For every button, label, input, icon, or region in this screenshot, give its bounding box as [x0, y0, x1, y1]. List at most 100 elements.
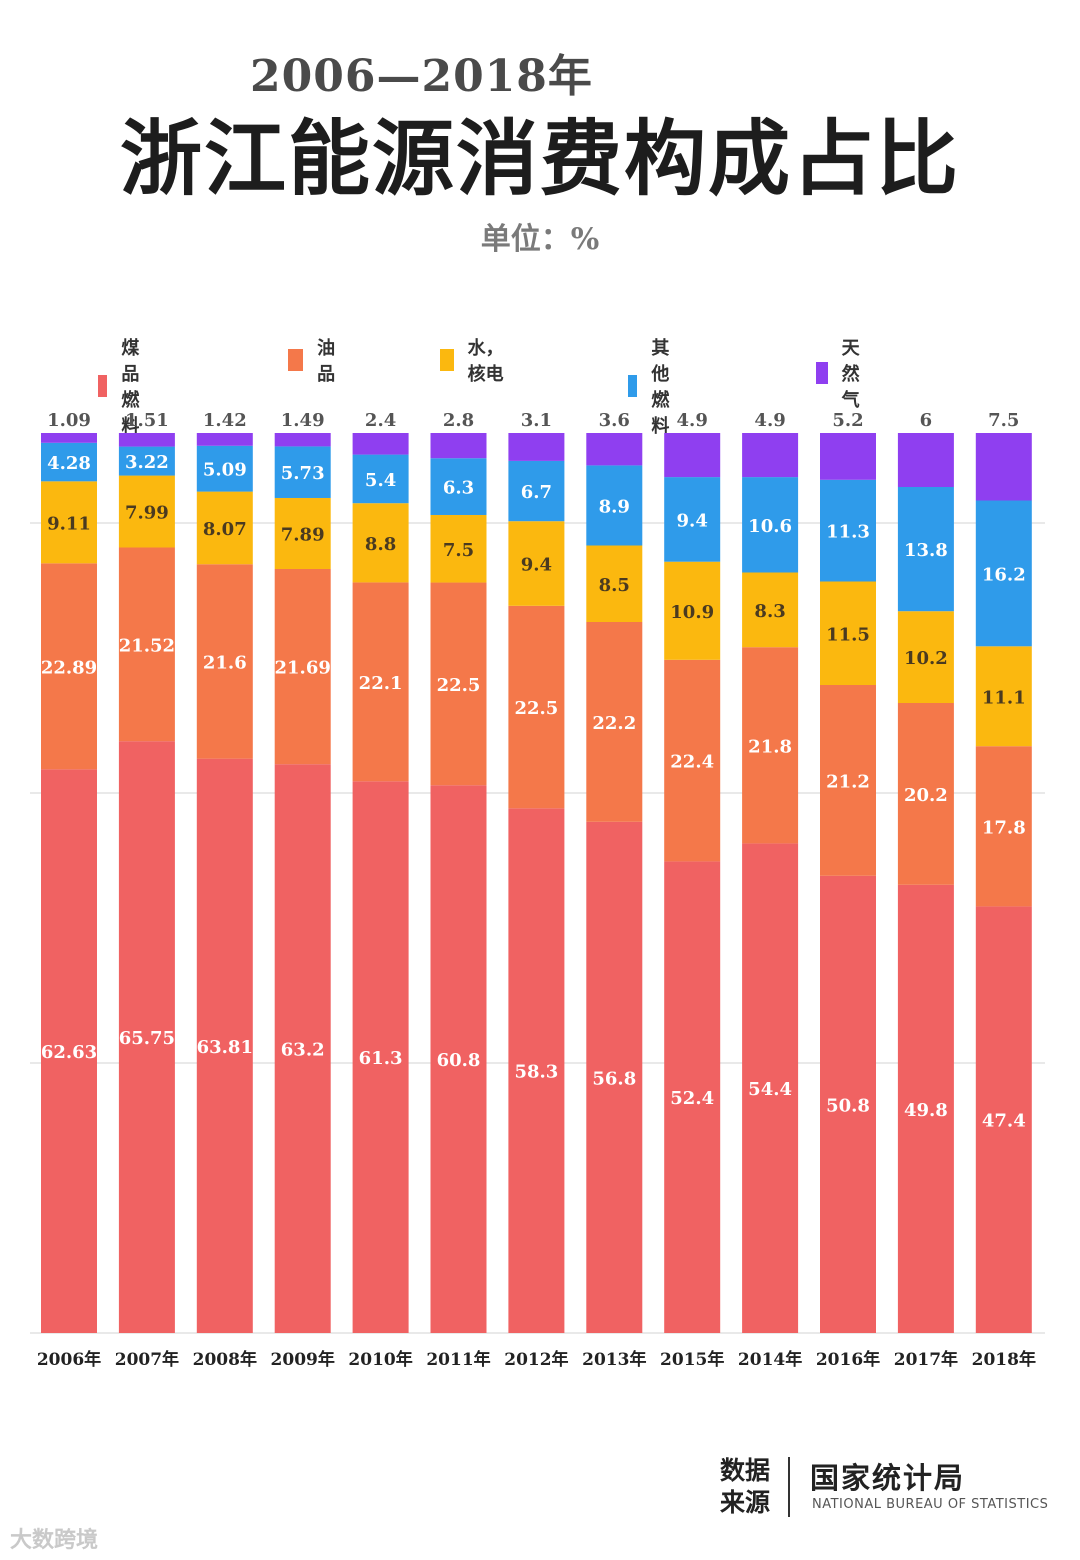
data-label: 10.9	[670, 602, 714, 623]
bar-segment	[430, 458, 487, 515]
bar-segment	[430, 582, 487, 786]
data-label: 11.5	[826, 624, 870, 645]
data-label: 5.73	[281, 463, 325, 484]
bar-segment	[274, 497, 331, 569]
data-label: 2.4	[365, 410, 396, 431]
data-label: 8.3	[754, 601, 785, 622]
data-label: 8.5	[599, 575, 630, 596]
x-tick-label: 2012年	[504, 1349, 568, 1370]
data-label: 3.22	[125, 452, 169, 473]
bar-segment	[664, 561, 721, 660]
bar-segment	[975, 906, 1032, 1333]
bar-segment	[196, 445, 253, 492]
legend-item-coal: 煤品燃料	[98, 334, 152, 438]
bar-segment	[41, 481, 97, 564]
bar-segment	[975, 500, 1032, 647]
bar-segment	[274, 433, 331, 447]
bar-segment	[820, 875, 876, 1333]
bar-segment	[820, 685, 876, 876]
bar-segment	[897, 487, 954, 612]
data-label: 5.09	[203, 460, 247, 481]
legend-swatch-coal	[98, 375, 108, 397]
data-label: 9.4	[521, 555, 552, 576]
data-label: 21.69	[275, 658, 331, 679]
bar-segment	[196, 564, 253, 759]
bar-segment	[897, 884, 954, 1333]
bar-segment	[274, 446, 331, 498]
x-tick-label: 2017年	[894, 1349, 958, 1370]
legend-item-oil: 油品	[288, 334, 342, 386]
bar-segment	[118, 446, 175, 476]
bar-segment	[430, 785, 487, 1333]
bar-segment	[508, 460, 565, 522]
bar-segment	[586, 821, 643, 1333]
bar-segment	[118, 433, 175, 447]
bar-segment	[41, 433, 97, 443]
data-label: 2.8	[443, 410, 474, 431]
data-label: 4.28	[47, 453, 91, 474]
data-label: 21.8	[748, 736, 792, 757]
data-label: 22.4	[670, 752, 714, 773]
bar-segment	[352, 582, 409, 782]
data-label: 1.49	[281, 410, 325, 431]
bar-segment	[508, 808, 565, 1333]
stacked-bar-chart: 62.63 22.89 9.11 4.28 1.09 2006年 65.75 21.52 7.9…	[30, 410, 1045, 1370]
x-tick-label: 2013年	[582, 1349, 646, 1370]
data-label: 1.09	[47, 410, 91, 431]
data-label: 3.6	[599, 410, 630, 431]
source-label: 数据来源	[720, 1456, 771, 1517]
data-label: 11.3	[826, 522, 870, 543]
data-label: 63.81	[197, 1037, 253, 1058]
bar-segment	[742, 477, 799, 573]
data-label: 22.2	[592, 713, 636, 734]
legend-item-hydro-nuclear: 水，核电	[440, 334, 512, 386]
data-label: 1.51	[125, 410, 169, 431]
x-tick-label: 2009年	[271, 1349, 335, 1370]
legend-swatch-natural-gas	[816, 362, 828, 384]
data-label: 13.8	[904, 540, 948, 561]
data-label: 62.63	[41, 1042, 97, 1063]
x-tick-label: 2011年	[426, 1349, 490, 1370]
bar-segment	[664, 861, 721, 1333]
data-label: 7.99	[125, 503, 169, 524]
bar-segment	[975, 746, 1032, 907]
data-label: 11.1	[982, 687, 1026, 708]
data-label: 3.1	[521, 410, 552, 431]
data-label: 50.8	[826, 1095, 870, 1116]
data-label: 7.5	[443, 540, 474, 561]
data-label: 21.6	[203, 652, 247, 673]
data-label: 22.89	[41, 657, 97, 678]
unit-label: 单位：%	[480, 222, 600, 257]
bar-segment	[118, 741, 175, 1333]
bar-segment	[897, 433, 954, 487]
bar-segment	[975, 433, 1032, 501]
x-tick-label: 2008年	[193, 1349, 257, 1370]
data-label: 5.4	[365, 470, 396, 491]
bar-segment	[508, 605, 565, 809]
bar-segment	[274, 568, 331, 765]
data-label: 5.2	[832, 410, 863, 431]
data-label: 49.8	[904, 1100, 948, 1121]
data-label: 21.52	[119, 635, 175, 656]
bar-segment	[975, 646, 1032, 747]
data-label: 8.9	[599, 496, 630, 517]
x-tick-label: 2007年	[115, 1349, 179, 1370]
bar-segment	[430, 514, 487, 583]
bar-segment	[586, 545, 643, 622]
data-label: 9.11	[47, 513, 91, 534]
data-label: 6.3	[443, 478, 474, 499]
data-label: 54.4	[748, 1079, 792, 1100]
data-label: 58.3	[514, 1062, 558, 1083]
data-label: 6.7	[521, 482, 552, 503]
data-label: 56.8	[592, 1068, 636, 1089]
bar-segment	[664, 433, 721, 478]
data-label: 60.8	[437, 1050, 481, 1071]
bar-segment	[352, 503, 409, 583]
bar-segment	[664, 659, 721, 862]
bar-segment	[196, 491, 253, 565]
data-label: 8.07	[203, 519, 247, 540]
bar-segment	[742, 843, 799, 1333]
data-label: 16.2	[982, 564, 1026, 585]
bar-segment	[897, 703, 954, 885]
bar-segment	[118, 547, 175, 742]
